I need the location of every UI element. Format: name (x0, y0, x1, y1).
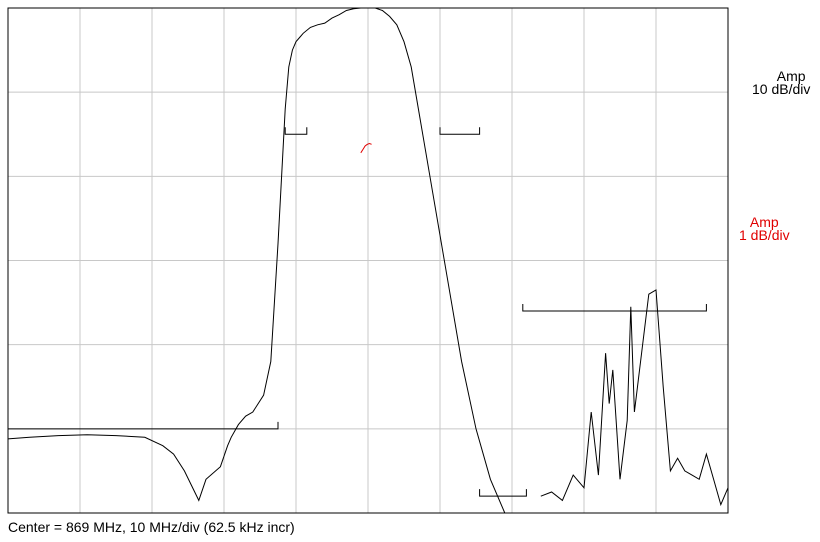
trace-10db (540, 289, 729, 507)
limit-line (439, 127, 481, 135)
plot-grid (8, 8, 728, 513)
amp-1db-label-line2: 1 dB/div (739, 227, 790, 243)
trace-1db (360, 142, 372, 154)
amp-10db-label: Amp 10 dB/div (752, 68, 811, 97)
limit-lines (7, 127, 707, 497)
traces (7, 7, 729, 514)
limit-line (479, 489, 527, 497)
amp-1db-label: Amp 1 dB/div (739, 214, 790, 243)
trace-10db (7, 7, 506, 514)
limit-line (522, 304, 707, 312)
amp-10db-label-line1: Amp (776, 68, 806, 84)
amp-1db-label-line1: Amp (749, 214, 779, 230)
amp-10db-label-line2: 10 dB/div (752, 81, 811, 97)
plot-frame (7, 7, 729, 514)
limit-line (284, 127, 308, 135)
frequency-footer: Center = 869 MHz, 10 MHz/div (62.5 kHz i… (8, 519, 295, 535)
